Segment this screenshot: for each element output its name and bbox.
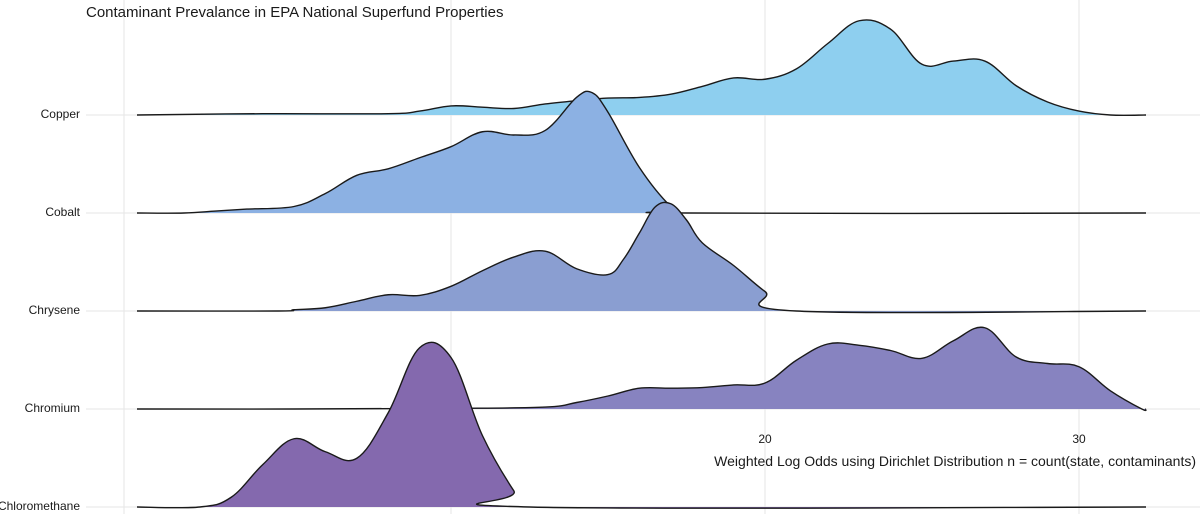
ridge-line-copper (136, 19, 1147, 117)
x-tick-label-20: 20 (758, 432, 772, 446)
category-label-chrysene: Chrysene (29, 303, 81, 317)
ridge-fill-chloromethane (137, 342, 1146, 509)
chart-title: Contaminant Prevalance in EPA National S… (86, 4, 503, 21)
category-label-chromium: Chromium (25, 401, 80, 415)
category-label-chloromethane: Chloromethane (0, 499, 80, 513)
x-tick-label-30: 30 (1072, 432, 1086, 446)
ridge-fill-chromium (137, 327, 1147, 411)
ridge-fill-chrysene (137, 202, 1146, 313)
ridge-line-chromium (136, 326, 1147, 412)
ridges-layer (136, 19, 1147, 509)
x-tick-labels: 20 30 (758, 432, 1086, 446)
category-label-cobalt: Cobalt (45, 205, 80, 219)
category-label-copper: Copper (41, 107, 80, 121)
ridge-fill-cobalt (137, 91, 1146, 214)
category-labels: Copper Cobalt Chrysene Chromium Chloromethan… (0, 107, 81, 513)
ridge-line-chloromethane (136, 341, 1147, 509)
ridge-line-chrysene (136, 201, 1147, 314)
x-axis-label: Weighted Log Odds using Dirichlet Distri… (714, 453, 1196, 469)
ridge-fill-copper (137, 19, 1146, 116)
